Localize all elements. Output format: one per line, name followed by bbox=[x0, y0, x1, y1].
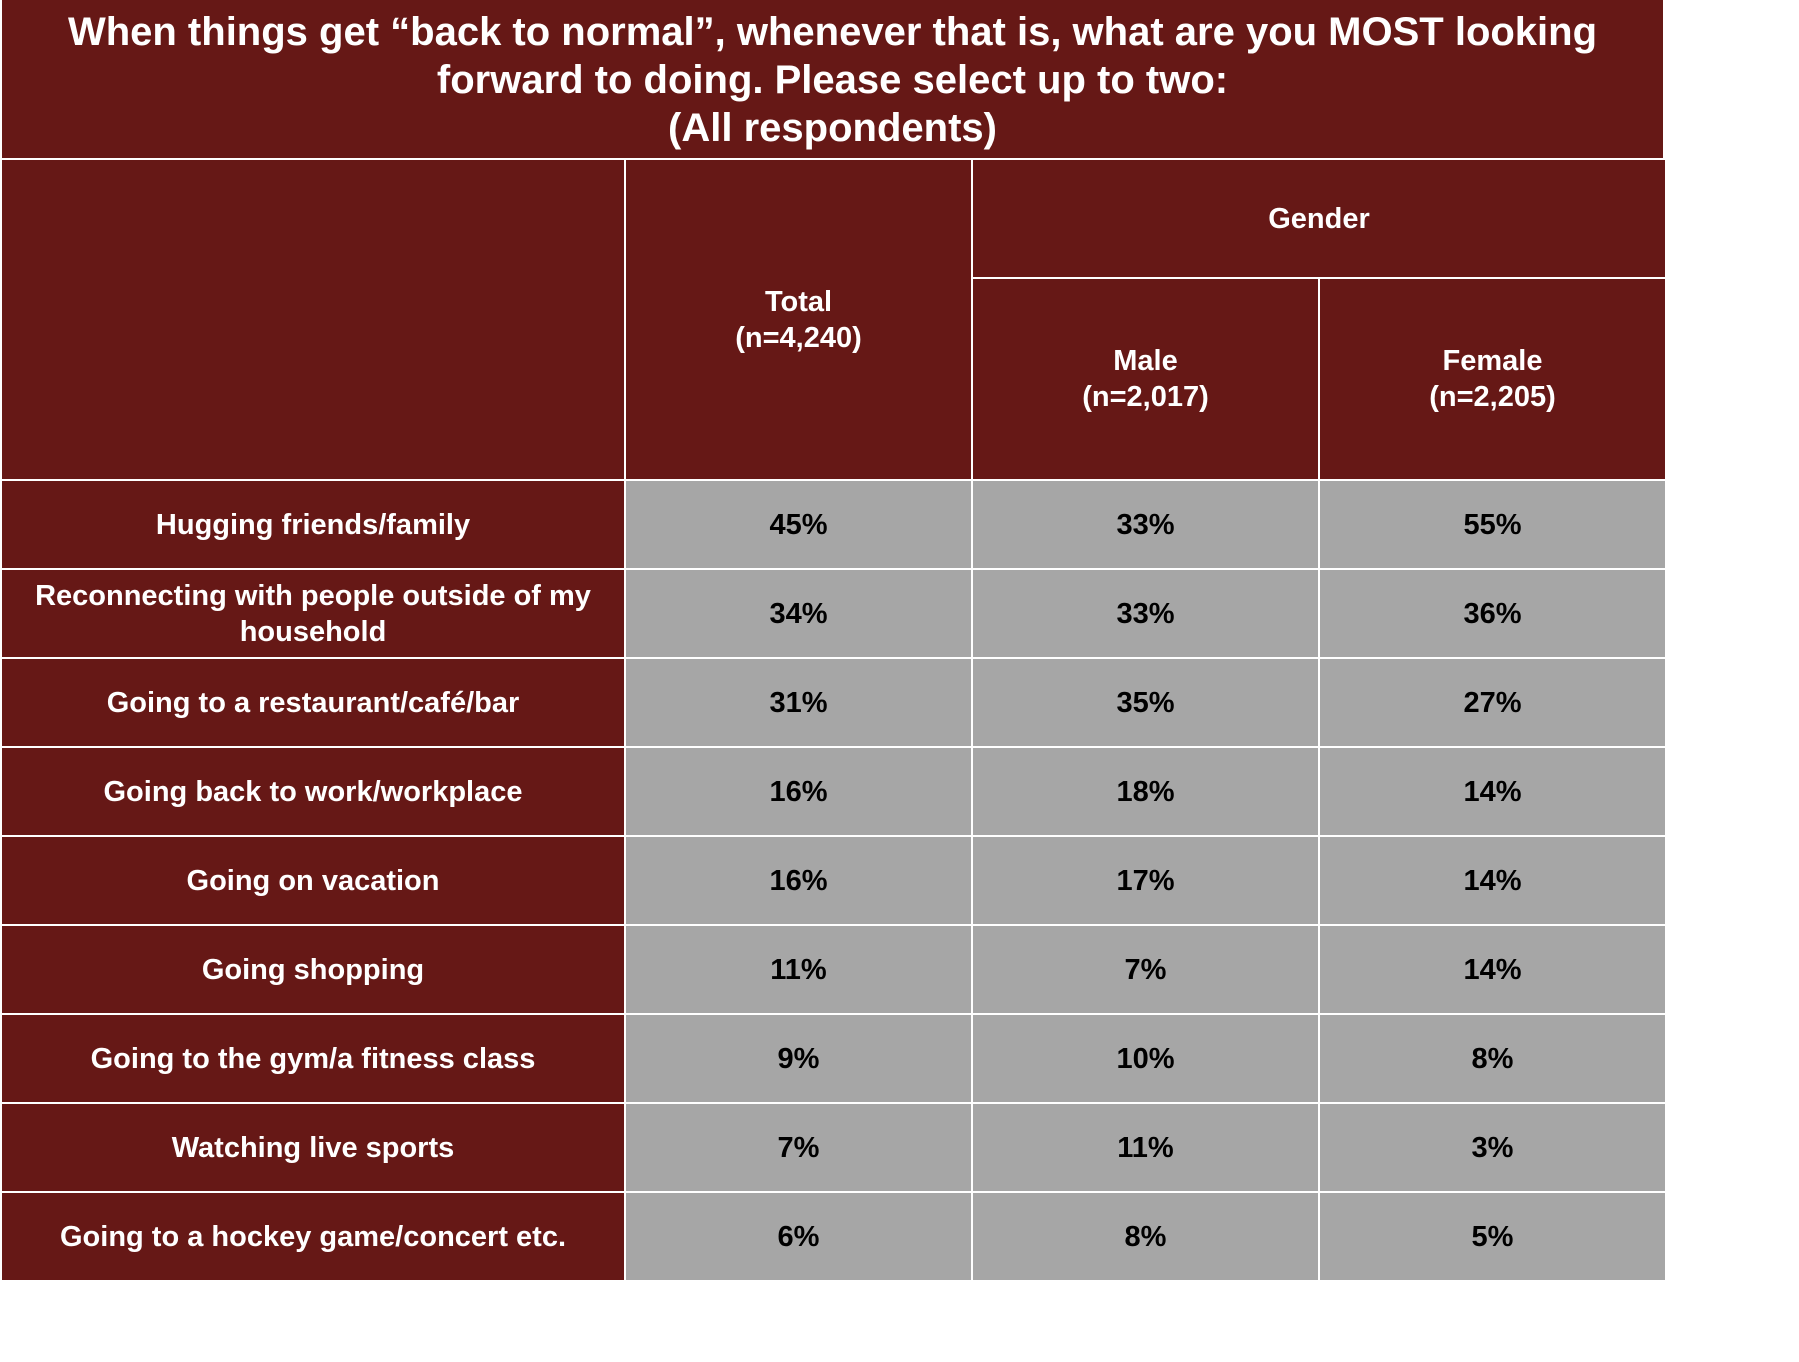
column-header-male: Male (n=2,017) bbox=[971, 277, 1320, 481]
table-title: When things get “back to normal”, whenev… bbox=[0, 0, 1665, 158]
row-label-header-blank bbox=[0, 158, 626, 481]
data-table: Total (n=4,240) Gender Male (n=2,017) Fe… bbox=[0, 158, 1667, 1282]
table-row: Going on vacation 16% 17% 14% bbox=[0, 835, 1667, 926]
survey-table-figure: When things get “back to normal”, whenev… bbox=[0, 0, 1667, 1282]
cell-female: 14% bbox=[1318, 924, 1667, 1015]
row-label: Watching live sports bbox=[0, 1102, 626, 1193]
cell-total: 45% bbox=[624, 479, 973, 570]
cell-total: 7% bbox=[624, 1102, 973, 1193]
column-header-female: Female (n=2,205) bbox=[1318, 277, 1667, 481]
cell-male: 33% bbox=[971, 479, 1320, 570]
table-row: Going to a restaurant/café/bar 31% 35% 27% bbox=[0, 657, 1667, 748]
column-header-total-label: Total bbox=[764, 285, 833, 318]
cell-female: 3% bbox=[1318, 1102, 1667, 1193]
title-line-3: (All respondents) bbox=[668, 106, 997, 150]
cell-total: 34% bbox=[624, 568, 973, 659]
cell-male: 8% bbox=[971, 1191, 1320, 1282]
row-label: Going to a restaurant/café/bar bbox=[0, 657, 626, 748]
column-header-female-n: (n=2,205) bbox=[1429, 381, 1556, 413]
row-label: Hugging friends/family bbox=[0, 479, 626, 570]
cell-female: 14% bbox=[1318, 746, 1667, 837]
table-row: Watching live sports 7% 11% 3% bbox=[0, 1102, 1667, 1193]
row-label: Going on vacation bbox=[0, 835, 626, 926]
cell-female: 36% bbox=[1318, 568, 1667, 659]
row-label: Going shopping bbox=[0, 924, 626, 1015]
cell-total: 6% bbox=[624, 1191, 973, 1282]
group-header-gender: Gender bbox=[971, 158, 1667, 279]
table-row: Reconnecting with people outside of my h… bbox=[0, 568, 1667, 659]
table-row: Going shopping 11% 7% 14% bbox=[0, 924, 1667, 1015]
table-body: Hugging friends/family 45% 33% 55% Reconnect… bbox=[0, 479, 1667, 1282]
cell-male: 35% bbox=[971, 657, 1320, 748]
title-line-2: forward to doing. Please select up to tw… bbox=[436, 58, 1229, 102]
cell-male: 7% bbox=[971, 924, 1320, 1015]
cell-female: 14% bbox=[1318, 835, 1667, 926]
cell-female: 5% bbox=[1318, 1191, 1667, 1282]
row-label: Reconnecting with people outside of my h… bbox=[0, 568, 626, 659]
row-label: Going to a hockey game/concert etc. bbox=[0, 1191, 626, 1282]
column-header-male-label: Male bbox=[1113, 345, 1178, 377]
cell-male: 10% bbox=[971, 1013, 1320, 1104]
column-header-total: Total (n=4,240) bbox=[624, 158, 973, 481]
column-header-total-n: (n=4,240) bbox=[735, 321, 862, 354]
table-row: Going back to work/workplace 16% 18% 14% bbox=[0, 746, 1667, 837]
cell-male: 11% bbox=[971, 1102, 1320, 1193]
cell-male: 33% bbox=[971, 568, 1320, 659]
row-label: Going back to work/workplace bbox=[0, 746, 626, 837]
cell-male: 18% bbox=[971, 746, 1320, 837]
cell-total: 16% bbox=[624, 746, 973, 837]
cell-total: 16% bbox=[624, 835, 973, 926]
table-row: Going to the gym/a fitness class 9% 10% 8% bbox=[0, 1013, 1667, 1104]
cell-female: 8% bbox=[1318, 1013, 1667, 1104]
table-row: Going to a hockey game/concert etc. 6% 8% 5… bbox=[0, 1191, 1667, 1282]
table-row: Hugging friends/family 45% 33% 55% bbox=[0, 479, 1667, 570]
column-header-male-n: (n=2,017) bbox=[1082, 381, 1209, 413]
cell-total: 31% bbox=[624, 657, 973, 748]
cell-total: 9% bbox=[624, 1013, 973, 1104]
cell-male: 17% bbox=[971, 835, 1320, 926]
column-header-female-label: Female bbox=[1442, 345, 1543, 377]
row-label: Going to the gym/a fitness class bbox=[0, 1013, 626, 1104]
title-line-1: When things get “back to normal”, whenev… bbox=[67, 10, 1598, 54]
cell-female: 27% bbox=[1318, 657, 1667, 748]
cell-total: 11% bbox=[624, 924, 973, 1015]
cell-female: 55% bbox=[1318, 479, 1667, 570]
